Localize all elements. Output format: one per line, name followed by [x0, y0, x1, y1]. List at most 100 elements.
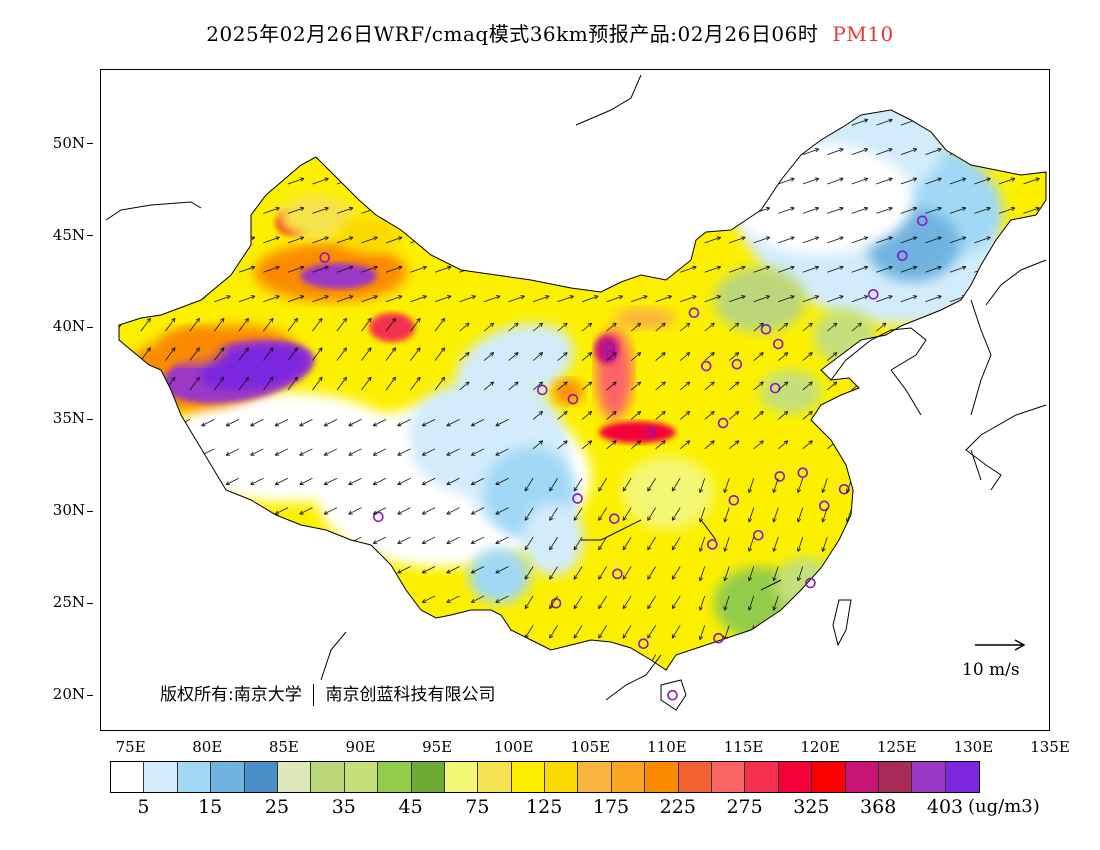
wind-vector [974, 177, 991, 185]
concentration-region [455, 323, 574, 405]
wind-vector [495, 536, 509, 544]
wind-vector [919, 507, 926, 523]
colorbar-label: 403 [926, 796, 964, 818]
wind-vector [871, 684, 876, 698]
wind-vector [747, 654, 755, 670]
wind-vector [753, 265, 771, 273]
wind-vector [622, 566, 632, 580]
wind-vector [998, 236, 1016, 244]
wind-vector [446, 536, 460, 544]
colorbar-label: 45 [398, 796, 423, 818]
wind-vector [250, 477, 264, 486]
wind-vector [434, 295, 452, 303]
concentration-region [369, 312, 416, 343]
wind-vector [1023, 118, 1040, 126]
wind-vector [748, 684, 753, 698]
wind-vector [549, 536, 558, 551]
wind-vector [802, 236, 820, 244]
wind-vector [900, 440, 911, 450]
wind-vector [372, 448, 387, 456]
wind-vector [723, 536, 730, 552]
monitor-site-icon [707, 539, 718, 550]
monitor-site-icon [805, 577, 816, 589]
wind-vector [1023, 148, 1040, 155]
wind-vector [410, 265, 427, 273]
wind-vector [778, 177, 795, 185]
wind-vector [1023, 381, 1034, 391]
wind-vector [176, 477, 191, 486]
wind-vector [993, 507, 1000, 523]
wind-vector [263, 118, 280, 126]
wind-vector [648, 684, 656, 697]
wind-vector [459, 352, 470, 361]
wind-vector [119, 347, 127, 361]
wind-vector [299, 419, 313, 427]
wind-vector [647, 478, 657, 492]
wind-vector [925, 295, 942, 303]
wind-vector [778, 90, 794, 96]
wind-vector [698, 507, 706, 523]
wind-vector [1023, 410, 1034, 420]
monitor-site-icon [536, 384, 548, 396]
wind-vector [573, 478, 583, 492]
wind-vector [698, 478, 706, 493]
wind-vector [925, 118, 942, 126]
wind-vector [968, 566, 975, 582]
wind-vector [925, 322, 936, 332]
wind-vector [944, 714, 949, 728]
wind-vector [1017, 536, 1024, 552]
monitor-site-icon [609, 513, 620, 524]
wind-vector [729, 90, 745, 96]
wind-vector [796, 566, 804, 582]
wind-vector [802, 381, 813, 391]
wind-vector [803, 90, 819, 96]
wind-vector [802, 352, 813, 361]
wind-vector [631, 118, 648, 126]
wind-vector [622, 595, 632, 610]
wind-vector [140, 317, 151, 332]
concentration-region [162, 391, 408, 503]
wind-vector [483, 236, 501, 244]
wind-vector [876, 410, 887, 420]
wind-vector [434, 376, 446, 391]
wind-vector [772, 595, 779, 611]
concentration-region [759, 369, 822, 414]
wind-vector [802, 295, 820, 303]
wind-vector [348, 624, 362, 633]
wind-vector [949, 206, 967, 214]
wind-vector [287, 317, 298, 332]
wind-vector [385, 347, 396, 361]
wind-vector [822, 684, 827, 698]
wind-vector [238, 118, 256, 126]
coastline [105, 201, 202, 221]
wind-vector [581, 118, 599, 126]
wind-vector [373, 714, 386, 720]
colorbar-label: 325 [793, 796, 830, 818]
wind-vector [104, 449, 117, 455]
wind-vector [435, 90, 451, 96]
monitor-site-icon [645, 426, 657, 438]
wind-vector [483, 295, 501, 303]
wind-vector [557, 148, 574, 155]
wind-vector [870, 625, 877, 641]
wind-vector [495, 595, 509, 603]
wind-vector [287, 148, 305, 155]
wind-vector [323, 566, 338, 574]
wind-vector [778, 322, 789, 332]
wind-vector [974, 410, 985, 420]
wind-vector [299, 536, 313, 544]
wind-vector [919, 566, 926, 582]
wind-vector [434, 177, 452, 185]
wind-vector [386, 90, 402, 96]
wind-vector [372, 507, 387, 515]
wind-vector [336, 118, 354, 126]
wind-vector [532, 118, 550, 126]
wind-vector [698, 625, 706, 641]
wind-vector [140, 148, 158, 155]
wind-vector [495, 477, 509, 486]
wind-vector [772, 478, 779, 493]
wind-vector [704, 206, 721, 214]
monitor-site-icon [769, 382, 781, 394]
wind-vector [165, 295, 182, 303]
wind-vector [772, 654, 779, 670]
